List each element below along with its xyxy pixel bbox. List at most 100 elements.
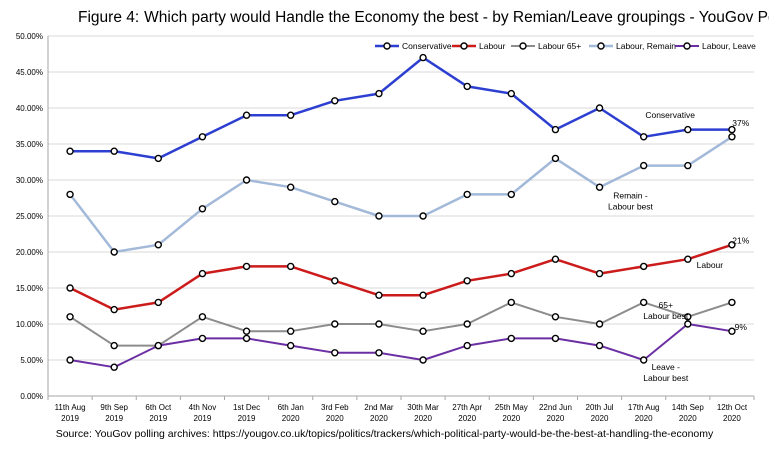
series-line — [69, 135, 733, 254]
y-tick-label: 50.00% — [16, 32, 43, 41]
data-point — [110, 147, 118, 155]
x-tick-label-line: 2020 — [370, 414, 388, 423]
data-point — [507, 298, 516, 307]
legend-label: Labour 65+ — [538, 41, 581, 51]
data-point — [331, 320, 339, 328]
data-point — [66, 313, 74, 321]
data-point — [66, 284, 74, 292]
source-note: Source: YouGov polling archives: https:/… — [55, 428, 714, 440]
data-point — [639, 356, 648, 364]
x-tick-label: 20th Jul 2020 — [586, 403, 614, 423]
annotation-label: Labour — [697, 260, 724, 270]
data-point — [198, 269, 207, 278]
x-tick-label: 11th Aug 2019 — [55, 403, 86, 423]
data-point — [728, 327, 736, 335]
x-tick-label: 3rd Feb 2020 — [321, 403, 349, 423]
data-point — [242, 111, 251, 119]
x-tick-label-line: 1st Dec — [233, 403, 260, 412]
data-point — [507, 334, 516, 343]
y-tick-label: 45.00% — [16, 68, 43, 77]
data-point — [507, 190, 516, 199]
annotation-label: 21% — [732, 235, 749, 245]
data-point — [463, 82, 471, 91]
x-tick-label-line: 25th May — [495, 403, 528, 412]
legend-label: Labour — [479, 41, 506, 51]
legend: Conservative Labour Labour 65+ Labour, Rema… — [375, 41, 756, 51]
data-point — [242, 176, 251, 184]
x-tick-label-line: 20th Jul — [586, 403, 614, 412]
data-point — [728, 125, 736, 134]
x-tick-label-line: 6th Oct — [145, 403, 172, 412]
data-point — [375, 89, 383, 98]
data-point — [242, 262, 251, 271]
data-point — [198, 205, 207, 213]
data-point — [198, 334, 207, 343]
data-point — [154, 154, 163, 163]
data-point — [595, 104, 604, 112]
annotation-line: Remain - — [613, 191, 648, 201]
data-point — [551, 313, 560, 321]
x-tick-label: 25th May 2020 — [495, 403, 528, 423]
y-tick-label: 5.00% — [20, 356, 43, 365]
x-tick-label: 27th Apr 2020 — [452, 403, 482, 423]
annotation-line: Labour best — [643, 311, 689, 321]
figure-number: Figure 4: — [78, 9, 140, 26]
annotations: Conservative 37% Remain - Labour best 21% Lab… — [608, 110, 750, 383]
x-tick-label-line: 2020 — [502, 414, 520, 423]
data-point — [684, 313, 692, 321]
legend-marker — [460, 42, 468, 50]
legend-label: Labour, Leave — [702, 41, 756, 51]
data-point — [375, 212, 383, 220]
legend-marker — [519, 42, 527, 50]
x-tick-label-line: 27th Apr — [452, 403, 482, 412]
data-point — [375, 291, 383, 299]
data-point — [110, 305, 118, 314]
data-point — [639, 133, 648, 141]
data-point — [684, 125, 692, 134]
x-tick-label-line: 2019 — [238, 414, 256, 423]
x-tick-label: 30th Mar 2020 — [407, 403, 439, 423]
annotation-label: Leave -Labour best — [643, 362, 689, 383]
x-tick-label-line: 2020 — [458, 414, 476, 423]
y-tick-label: 25.00% — [16, 212, 43, 221]
x-tick-label-line: 12th Oct — [717, 403, 748, 412]
data-point — [286, 327, 295, 335]
y-tick-label: 0.00% — [20, 392, 43, 401]
data-point — [728, 241, 736, 249]
legend-label: Conservative — [402, 41, 452, 51]
annotation-line: 37% — [732, 118, 749, 128]
data-point — [463, 320, 471, 328]
x-tick-label-line: 17th Aug — [628, 403, 660, 412]
annotation-label: 37% — [732, 118, 749, 128]
data-point — [551, 334, 560, 343]
data-point — [331, 277, 339, 285]
x-tick-label-line: 6th Jan — [278, 403, 304, 412]
x-tick-label: 14th Sep 2020 — [672, 403, 705, 423]
data-point — [419, 212, 427, 220]
data-point — [286, 183, 295, 191]
annotation-line: Conservative — [645, 110, 695, 120]
y-tick-label: 10.00% — [16, 320, 43, 329]
annotation-line: Labour best — [643, 373, 689, 383]
x-tick-label: 6th Oct 2019 — [145, 403, 172, 423]
data-point — [684, 255, 692, 263]
x-tick-label: 4th Nov 2019 — [189, 403, 217, 423]
data-point — [551, 125, 560, 134]
annotation-line: 9% — [735, 322, 748, 332]
annotation-line: Labour — [697, 260, 724, 270]
data-point — [419, 356, 427, 364]
x-tick-label: 6th Jan 2020 — [278, 403, 304, 423]
x-tick-label-line: 30th Mar — [407, 403, 439, 412]
data-point — [419, 53, 427, 62]
gridlines — [48, 35, 754, 397]
x-tick-label-line: 3rd Feb — [321, 403, 349, 412]
legend-marker — [383, 42, 391, 50]
legend-marker — [597, 42, 605, 50]
x-tick-label: 17th Aug 2020 — [628, 403, 660, 423]
data-point — [595, 320, 604, 328]
x-tick-label-line: 2020 — [591, 414, 609, 423]
x-tick-label-line: 2020 — [723, 414, 741, 423]
data-point — [286, 262, 295, 271]
y-tick-label: 20.00% — [16, 248, 43, 257]
